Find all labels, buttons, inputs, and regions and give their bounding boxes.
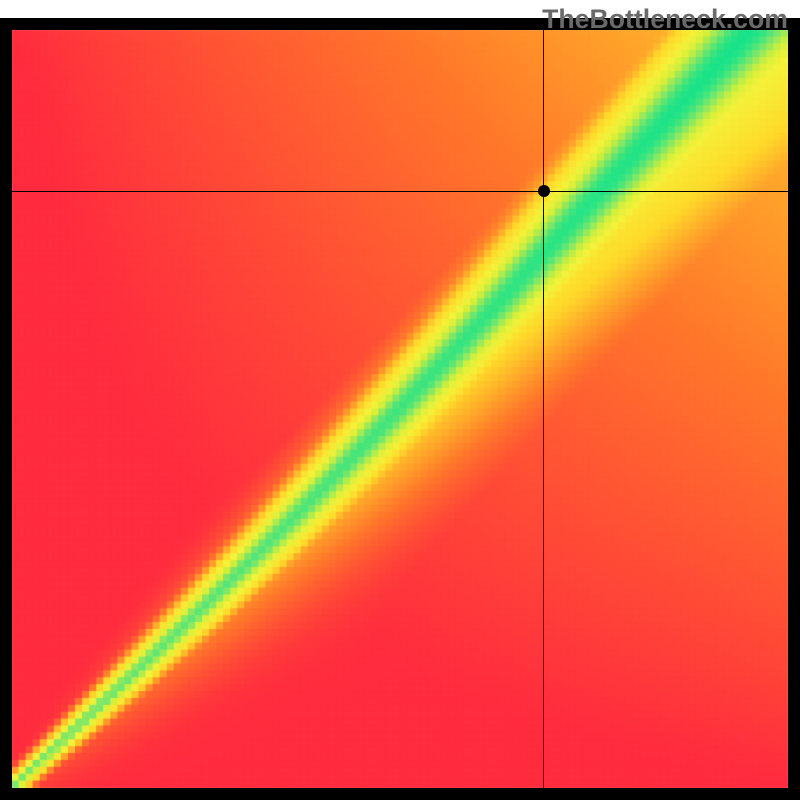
- chart-container: TheBottleneck.com: [0, 0, 800, 800]
- bottleneck-heatmap: [0, 0, 800, 800]
- watermark-text: TheBottleneck.com: [542, 4, 788, 35]
